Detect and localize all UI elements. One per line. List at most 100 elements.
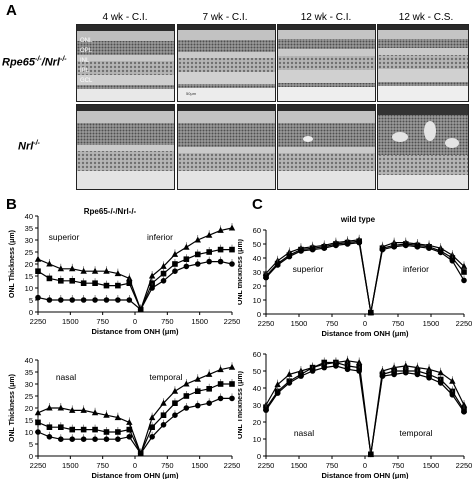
x-tick-label: 750: [96, 461, 109, 470]
data-point-circle: [194, 402, 201, 409]
data-point-circle: [391, 371, 397, 378]
y-tick-label: 20: [25, 260, 33, 269]
region-annotation: superior: [293, 264, 324, 274]
data-point-circle: [103, 297, 110, 303]
y-tick-label: 35: [25, 224, 33, 233]
layer-labels: ONL OPL INL IPL GCL: [80, 36, 92, 86]
data-point-square: [229, 381, 235, 387]
data-point-triangle: [286, 370, 293, 377]
data-point-circle: [183, 405, 190, 411]
data-point-square: [149, 424, 155, 430]
data-point-circle: [115, 297, 121, 303]
x-tick-label: 1500: [191, 317, 208, 326]
data-point-circle: [449, 258, 456, 264]
data-point-circle: [461, 409, 467, 415]
data-point-circle: [402, 369, 409, 376]
y-tick-label: 0: [257, 310, 261, 319]
data-point-square: [80, 426, 87, 433]
series-line-triangle: [37, 227, 233, 312]
y-axis-label: ONL thickness (μm): [238, 239, 244, 305]
data-point-triangle: [160, 399, 167, 406]
data-point-triangle: [274, 381, 281, 388]
data-point-circle: [194, 261, 201, 267]
data-point-square: [461, 269, 467, 275]
data-point-triangle: [205, 231, 213, 238]
data-point-circle: [137, 450, 144, 457]
x-tick-label: 2250: [224, 461, 240, 470]
data-point-circle: [172, 268, 178, 274]
chart-title: Rpe65-/-/Nrl-/-: [84, 208, 137, 216]
data-point-circle: [217, 258, 224, 265]
data-point-square: [58, 424, 64, 430]
data-point-triangle: [217, 366, 224, 373]
data-point-circle: [391, 244, 397, 250]
data-point-square: [183, 393, 190, 399]
data-point-square: [206, 386, 212, 392]
y-tick-label: 10: [253, 296, 261, 305]
data-point-circle: [137, 306, 144, 313]
data-point-triangle: [160, 262, 167, 269]
data-point-triangle: [148, 272, 156, 279]
y-tick-label: 60: [253, 350, 261, 359]
data-point-triangle: [69, 406, 76, 413]
column-label-12wk-ci: 12 wk - C.I.: [300, 12, 352, 23]
data-point-square: [46, 275, 53, 282]
data-point-square: [46, 424, 53, 430]
data-point-circle: [437, 380, 444, 386]
data-point-circle: [426, 375, 432, 381]
micrograph-rpe65-nrl-4wk: [76, 24, 175, 102]
panel-letter-c: C: [252, 196, 263, 213]
data-point-triangle: [437, 369, 444, 376]
y-axis-label: ONL Thickness (μm): [238, 371, 244, 439]
data-point-circle: [368, 451, 374, 458]
y-tick-label: 25: [25, 392, 33, 401]
y-tick-label: 40: [25, 356, 33, 365]
layer-label-opl: OPL: [80, 48, 93, 54]
data-point-square: [69, 278, 76, 284]
chart-title: wild type: [340, 215, 376, 224]
y-tick-label: 0: [29, 452, 33, 461]
layer-label-onl: ONL: [80, 38, 93, 44]
data-point-circle: [298, 373, 304, 379]
data-point-square: [35, 419, 41, 426]
y-tick-label: 10: [25, 284, 33, 293]
x-tick-label: 2250: [30, 461, 47, 470]
data-point-square: [183, 256, 190, 262]
data-point-triangle: [217, 226, 224, 233]
region-annotation: superior: [49, 232, 80, 242]
y-tick-label: 40: [25, 212, 33, 221]
x-tick-label: 0: [363, 319, 367, 328]
y-tick-label: 0: [257, 452, 261, 461]
region-annotation: temporal: [399, 428, 432, 438]
data-point-circle: [46, 434, 53, 440]
data-point-triangle: [344, 357, 351, 364]
data-point-circle: [356, 239, 362, 246]
data-point-circle: [437, 249, 444, 256]
layer-label-inl: INL: [80, 58, 90, 64]
data-point-square: [35, 268, 41, 274]
y-axis-label: ONL Thickness (μm): [9, 374, 16, 442]
data-point-circle: [274, 390, 281, 396]
series-line-triangle: [37, 366, 233, 456]
data-point-square: [172, 261, 178, 267]
data-point-triangle: [80, 267, 87, 274]
data-point-square: [69, 426, 76, 433]
chart-b-superior-inferior: 0 5 10 15 20 25 30 35 40 2250 1500 750 0 750 1500 2250 D…: [9, 208, 240, 336]
data-point-circle: [46, 297, 53, 303]
data-point-circle: [160, 422, 167, 428]
data-point-circle: [58, 436, 64, 442]
data-point-triangle: [126, 274, 133, 281]
x-tick-label: 750: [326, 319, 339, 328]
data-point-square: [126, 280, 133, 286]
data-point-triangle: [126, 418, 133, 425]
region-annotation: inferior: [403, 264, 429, 274]
data-point-circle: [298, 248, 304, 254]
data-point-square: [160, 270, 167, 277]
column-label-4wk-ci: 4 wk - C.I.: [102, 12, 148, 23]
y-tick-label: 20: [25, 404, 33, 413]
data-point-triangle: [103, 411, 110, 418]
data-point-triangle: [355, 359, 363, 365]
data-point-circle: [69, 297, 76, 303]
y-tick-label: 30: [253, 401, 261, 410]
data-point-triangle: [46, 260, 53, 267]
